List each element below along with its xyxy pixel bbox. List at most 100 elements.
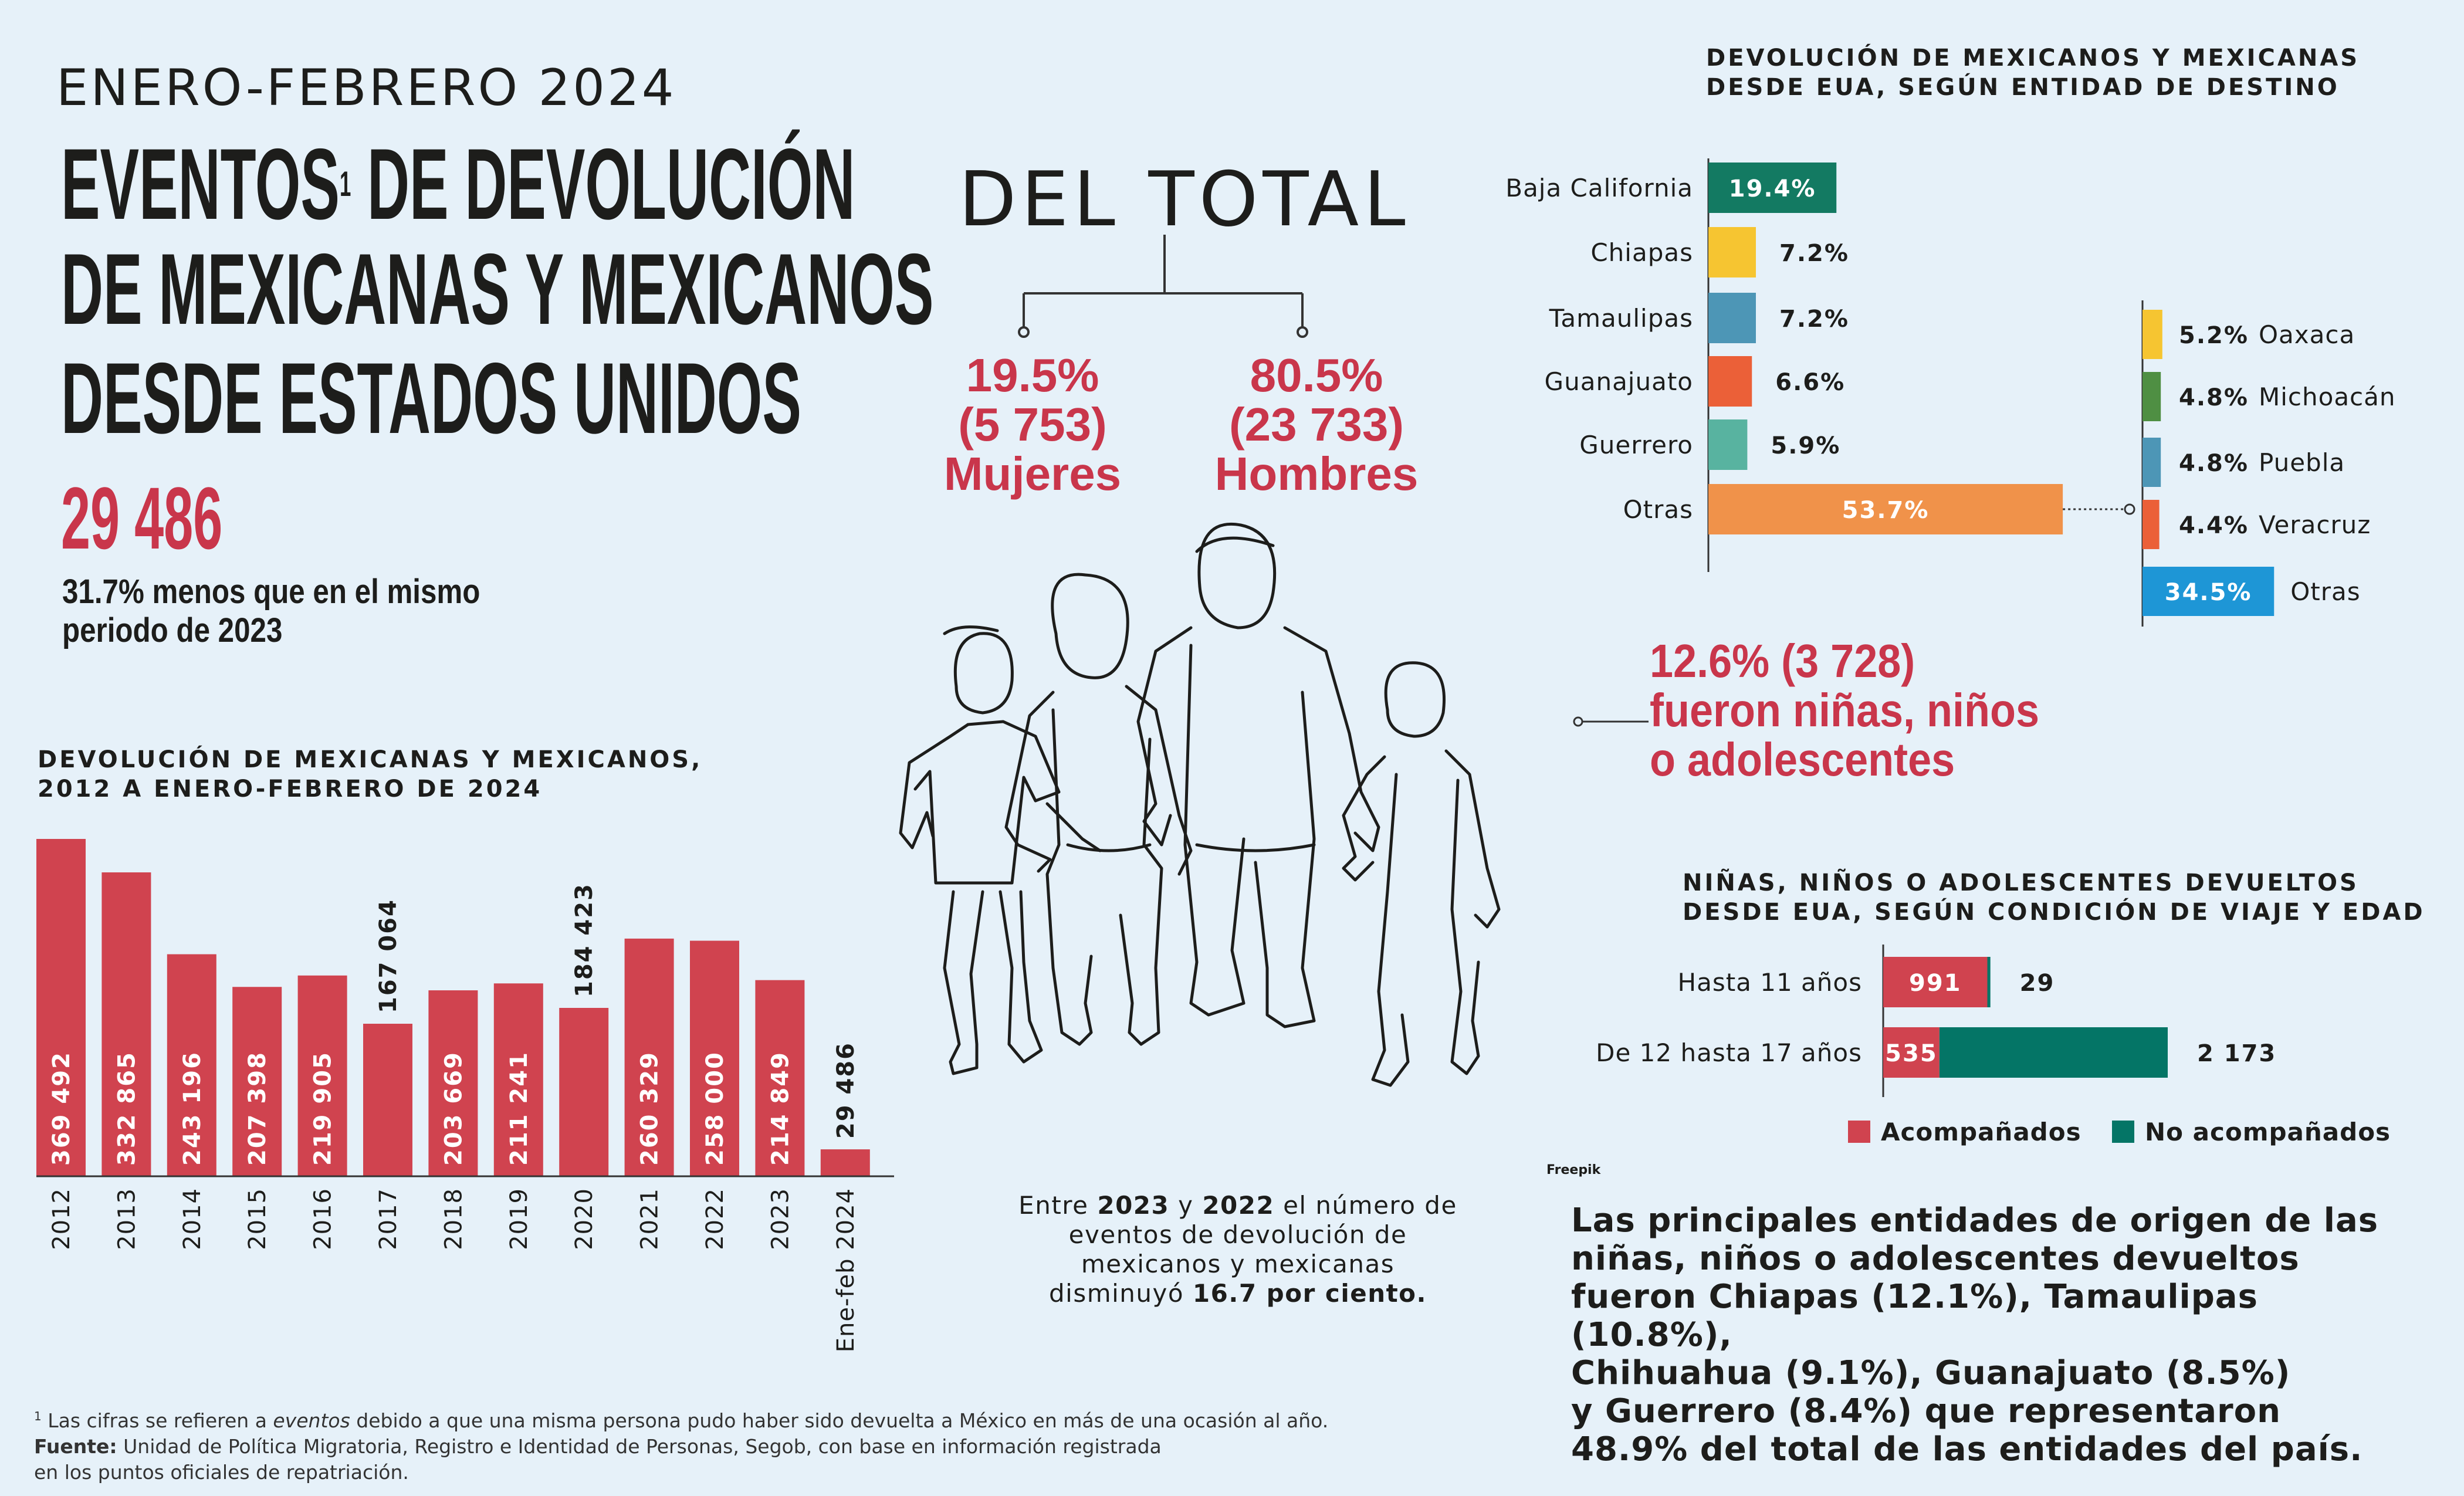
history-category-label: Ene-feb 2024 (832, 1188, 859, 1352)
destination-value-label: 19.4% (1729, 175, 1816, 202)
origin-note-line: niñas, niños o adolescentes devueltos (1571, 1240, 2300, 1278)
history-bar (820, 1149, 870, 1176)
title-line-3: DE MEXICANAS Y MEXICANOS (61, 233, 934, 346)
history-category-label: 2015 (244, 1188, 271, 1250)
change-note-line: Entre 2023 y 2022 el número de (1018, 1191, 1457, 1220)
destination-category-label: Guerrero (1579, 431, 1693, 459)
destination-bar (1708, 356, 1752, 407)
title-line-2: DE DEVOLUCIÓN (367, 128, 855, 241)
breakdown-value-label: 34.5% (2165, 579, 2252, 606)
comparison-line-1: 31.7% menos que en el mismo (62, 573, 480, 611)
destination-bar (1708, 484, 2063, 534)
history-category-label: 2019 (506, 1188, 533, 1250)
history-category-label: 2022 (702, 1188, 729, 1250)
destination-value-label: 7.2% (1779, 240, 1849, 267)
destination-category-label: Baja California (1505, 174, 1693, 202)
change-note-line: mexicanos y mexicanas (1081, 1250, 1395, 1278)
history-bar (755, 980, 805, 1176)
destination-bar (1708, 419, 1748, 470)
history-value-label: 184 423 (571, 883, 598, 997)
change-note-line: disminuyó 16.7 por ciento. (1048, 1279, 1427, 1308)
history-category-label: 2021 (637, 1188, 664, 1250)
breakdown-bar (2143, 372, 2161, 421)
history-bar (101, 872, 151, 1176)
children-value-label: 991 (1909, 970, 1962, 997)
children-category-label: De 12 hasta 17 años (1596, 1038, 1862, 1067)
history-category-label: 2023 (767, 1188, 794, 1250)
destination-value-label: 53.7% (1842, 497, 1930, 524)
origin-note-line: Las principales entidades de origen de l… (1571, 1201, 2379, 1240)
history-category-label: 2016 (310, 1188, 337, 1250)
destination-value-label: 6.6% (1775, 369, 1845, 396)
history-category-label: 2020 (571, 1188, 598, 1250)
children-value-label: 2 173 (2197, 1040, 2276, 1067)
children-category-label: Hasta 11 años (1678, 968, 1863, 997)
history-value-label: 211 241 (506, 1051, 533, 1166)
men-count: (23 733) (1229, 398, 1404, 451)
destination-category-label: Guanajuato (1545, 367, 1693, 396)
children-bar-segment (1883, 1027, 1940, 1078)
girl-figure (1342, 661, 1501, 1087)
del-total-bracket (1018, 235, 1308, 338)
children-bar-segment (1987, 957, 1991, 1007)
breakdown-value-label: 4.8% (2179, 384, 2249, 411)
title-line-1: EVENTOS (61, 128, 340, 241)
origin-note-line: y Guerrero (8.4%) que representaron (1571, 1392, 2282, 1430)
origin-note-line: 48.9% del total de las entidades del paí… (1571, 1430, 2363, 1468)
history-value-label: 203 669 (440, 1051, 467, 1166)
history-bar (232, 987, 282, 1176)
destination-category-label: Chiapas (1590, 238, 1693, 267)
breakdown-category-label: Otras (2290, 577, 2360, 606)
destination-value-label: 7.2% (1779, 306, 1849, 333)
history-chart-title: DEVOLUCIÓN DE MEXICANAS Y MEXICANOS, 201… (38, 746, 703, 803)
destination-chart-title: DEVOLUCIÓN DE MEXICANOS Y MEXICANAS DESD… (1706, 45, 2360, 101)
family-illustration (899, 522, 1501, 1087)
women-pct: 19.5% (966, 349, 1099, 401)
source-line-2: en los puntos oficiales de repatriación. (34, 1461, 409, 1484)
history-value-label: 258 000 (702, 1051, 729, 1166)
destination-bar-chart: Baja California 19.4% Chiapas 7.2% Tamaulipa… (1505, 158, 2395, 627)
children-line-2: fueron niñas, niños (1650, 684, 2040, 736)
women-stat: 19.5% (5 753) Mujeres (933, 351, 1132, 499)
men-label: Hombres (1214, 448, 1419, 500)
breakdown-bar (2143, 310, 2162, 359)
history-bar (493, 983, 543, 1176)
history-bar (167, 954, 216, 1176)
children-value-label: 29 (2020, 970, 2055, 997)
breakdown-value-label: 4.8% (2179, 450, 2249, 477)
history-category-label: 2012 (48, 1188, 75, 1250)
destination-category-label: Otras (1623, 495, 1693, 524)
legend-label: Acompañados (1881, 1118, 2081, 1146)
history-value-label: 243 196 (179, 1051, 206, 1166)
children-bar-segment (1939, 1027, 2168, 1078)
destination-value-label: 5.9% (1771, 432, 1840, 459)
history-bar (36, 839, 86, 1176)
destination-bar (1708, 163, 1837, 213)
history-value-label: 167 064 (375, 899, 402, 1013)
children-bar-segment (1883, 957, 1988, 1007)
history-bar (297, 975, 347, 1176)
history-bar (624, 938, 674, 1176)
man-figure (1136, 522, 1380, 1028)
history-category-label: 2017 (375, 1188, 402, 1250)
main-title: EVENTOS1 DE DEVOLUCIÓN DE MEXICANAS Y ME… (61, 134, 1566, 453)
children-line-3: o adolescentes (1650, 733, 1955, 786)
boy-figure (899, 625, 1102, 1075)
footnote-1: 1 Las cifras se refieren a eventos debid… (34, 1409, 1329, 1432)
women-label: Mujeres (943, 448, 1122, 500)
title-line-4: DESDE ESTADOS UNIDOS (61, 342, 801, 455)
children-stacked-bar-chart: Hasta 11 años 991 29 De 12 hasta 17 años 535… (1596, 945, 2390, 1146)
destination-category-label: Tamaulipas (1549, 304, 1693, 333)
destination-bar (1708, 227, 1756, 277)
source-line-1: Fuente: Unidad de Política Migratoria, R… (34, 1435, 1162, 1458)
men-pct: 80.5% (1250, 349, 1383, 401)
breakdown-value-label: 4.4% (2179, 512, 2249, 539)
history-bar (690, 940, 739, 1176)
history-value-label: 207 398 (244, 1051, 271, 1166)
destination-bar (1708, 293, 1756, 343)
children-value-label: 535 (1885, 1040, 1938, 1067)
history-value-label: 214 849 (767, 1051, 794, 1166)
history-value-label: 369 492 (48, 1051, 75, 1166)
history-bar-chart: 369 492 2012 332 865 2013 243 196 2014 207 398… (36, 839, 894, 1352)
breakdown-bar (2143, 438, 2161, 487)
